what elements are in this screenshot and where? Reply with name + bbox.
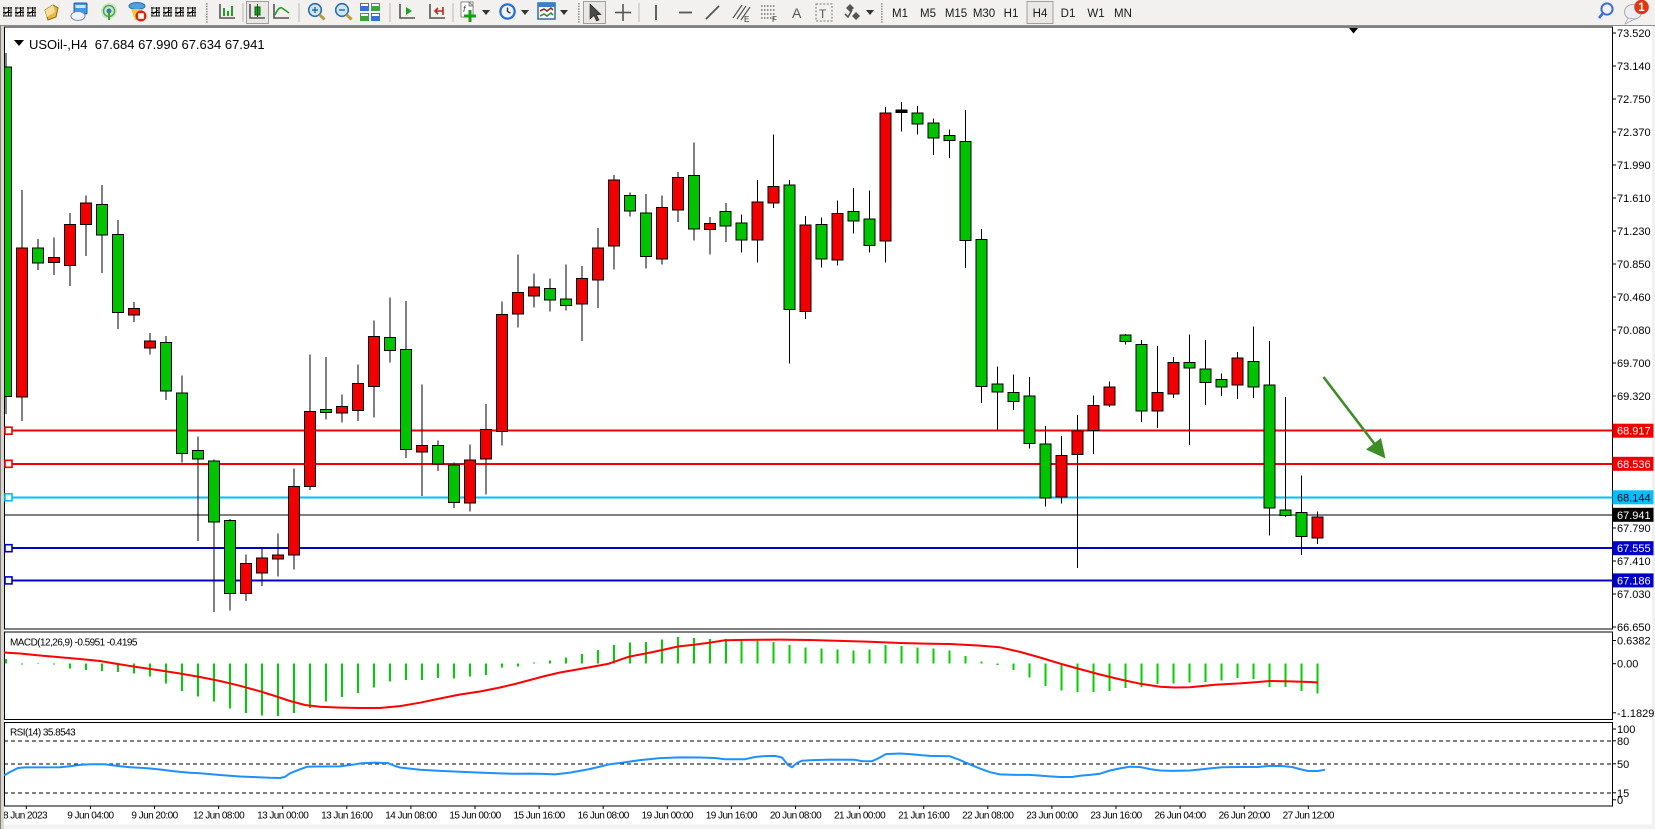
svg-text:15: 15 xyxy=(1617,788,1629,800)
svg-text:23 Jun 16:00: 23 Jun 16:00 xyxy=(1090,811,1142,822)
svg-text:MACD(12,26,9) -0.5951 -0.4195: MACD(12,26,9) -0.5951 -0.4195 xyxy=(10,638,138,649)
svg-text:100: 100 xyxy=(1617,724,1635,736)
svg-text:0: 0 xyxy=(1617,795,1623,807)
svg-text:22 Jun 08:00: 22 Jun 08:00 xyxy=(962,811,1014,822)
svg-text:67.790: 67.790 xyxy=(1617,523,1651,535)
svg-text:23 Jun 00:00: 23 Jun 00:00 xyxy=(1026,811,1078,822)
svg-text:15 Jun 00:00: 15 Jun 00:00 xyxy=(449,811,501,822)
svg-text:68.917: 68.917 xyxy=(1617,426,1651,438)
svg-text:70.850: 70.850 xyxy=(1617,259,1651,271)
svg-text:67.941: 67.941 xyxy=(1617,510,1651,522)
svg-text:M5: M5 xyxy=(920,8,936,20)
svg-text:67.186: 67.186 xyxy=(1617,575,1651,587)
svg-text:-1.1829: -1.1829 xyxy=(1617,708,1654,720)
svg-text:68.536: 68.536 xyxy=(1617,459,1651,471)
svg-text:20 Jun 08:00: 20 Jun 08:00 xyxy=(770,811,822,822)
svg-text:M1: M1 xyxy=(892,8,908,20)
svg-text:71.230: 71.230 xyxy=(1617,226,1651,238)
svg-text:72.370: 72.370 xyxy=(1617,127,1651,139)
svg-text:26 Jun 20:00: 26 Jun 20:00 xyxy=(1219,811,1271,822)
svg-text:M15: M15 xyxy=(945,8,967,20)
svg-text:19 Jun 16:00: 19 Jun 16:00 xyxy=(706,811,758,822)
svg-text:E: E xyxy=(744,15,749,24)
svg-text:73.520: 73.520 xyxy=(1617,28,1651,40)
svg-text:12 Jun 08:00: 12 Jun 08:00 xyxy=(193,811,245,822)
svg-text:71.610: 71.610 xyxy=(1617,193,1651,205)
svg-text:USOil-,H4 67.684 67.990 67.63: USOil-,H4 67.684 67.990 67.634 67.941 xyxy=(29,37,265,52)
svg-text:27 Jun 12:00: 27 Jun 12:00 xyxy=(1283,811,1335,822)
svg-text:50: 50 xyxy=(1617,759,1629,771)
svg-text:15 Jun 16:00: 15 Jun 16:00 xyxy=(513,811,565,822)
svg-text:70.460: 70.460 xyxy=(1617,292,1651,304)
svg-text:W1: W1 xyxy=(1087,8,1104,20)
svg-text:71.990: 71.990 xyxy=(1617,160,1651,172)
svg-text:14 Jun 08:00: 14 Jun 08:00 xyxy=(385,811,437,822)
svg-text:0.6382: 0.6382 xyxy=(1617,636,1651,648)
svg-text:67.410: 67.410 xyxy=(1617,556,1651,568)
svg-text:9 Jun 04:00: 9 Jun 04:00 xyxy=(67,811,114,822)
svg-text:13 Jun 00:00: 13 Jun 00:00 xyxy=(257,811,309,822)
svg-text:70.080: 70.080 xyxy=(1617,325,1651,337)
svg-text:13 Jun 16:00: 13 Jun 16:00 xyxy=(321,811,373,822)
svg-text:67.030: 67.030 xyxy=(1617,589,1651,601)
svg-text:0.00: 0.00 xyxy=(1617,659,1638,671)
svg-text:H4: H4 xyxy=(1033,8,1048,20)
svg-text:T: T xyxy=(819,7,827,21)
svg-text:80: 80 xyxy=(1617,736,1629,748)
svg-text:66.650: 66.650 xyxy=(1617,622,1651,634)
svg-text:26 Jun 04:00: 26 Jun 04:00 xyxy=(1154,811,1206,822)
svg-text:A: A xyxy=(792,5,802,21)
svg-text:16 Jun 08:00: 16 Jun 08:00 xyxy=(578,811,630,822)
svg-text:8 Jun 2023: 8 Jun 2023 xyxy=(3,811,48,822)
svg-text:68.144: 68.144 xyxy=(1617,492,1651,504)
svg-text:1: 1 xyxy=(1638,2,1645,14)
svg-text:F: F xyxy=(772,15,777,24)
svg-text:H1: H1 xyxy=(1004,8,1019,20)
svg-text:69.320: 69.320 xyxy=(1617,391,1651,403)
svg-text:f: f xyxy=(463,4,467,14)
svg-text:D1: D1 xyxy=(1061,8,1076,20)
svg-text:21 Jun 00:00: 21 Jun 00:00 xyxy=(834,811,886,822)
svg-text:21 Jun 16:00: 21 Jun 16:00 xyxy=(898,811,950,822)
svg-text:MN: MN xyxy=(1114,8,1132,20)
svg-text:RSI(14) 35.8543: RSI(14) 35.8543 xyxy=(10,728,76,739)
svg-text:9 Jun 20:00: 9 Jun 20:00 xyxy=(131,811,178,822)
svg-text:M30: M30 xyxy=(973,8,995,20)
svg-text:19 Jun 00:00: 19 Jun 00:00 xyxy=(642,811,694,822)
svg-text:72.750: 72.750 xyxy=(1617,94,1651,106)
svg-text:67.555: 67.555 xyxy=(1617,543,1651,555)
svg-text:69.700: 69.700 xyxy=(1617,358,1651,370)
svg-text:73.140: 73.140 xyxy=(1617,61,1651,73)
